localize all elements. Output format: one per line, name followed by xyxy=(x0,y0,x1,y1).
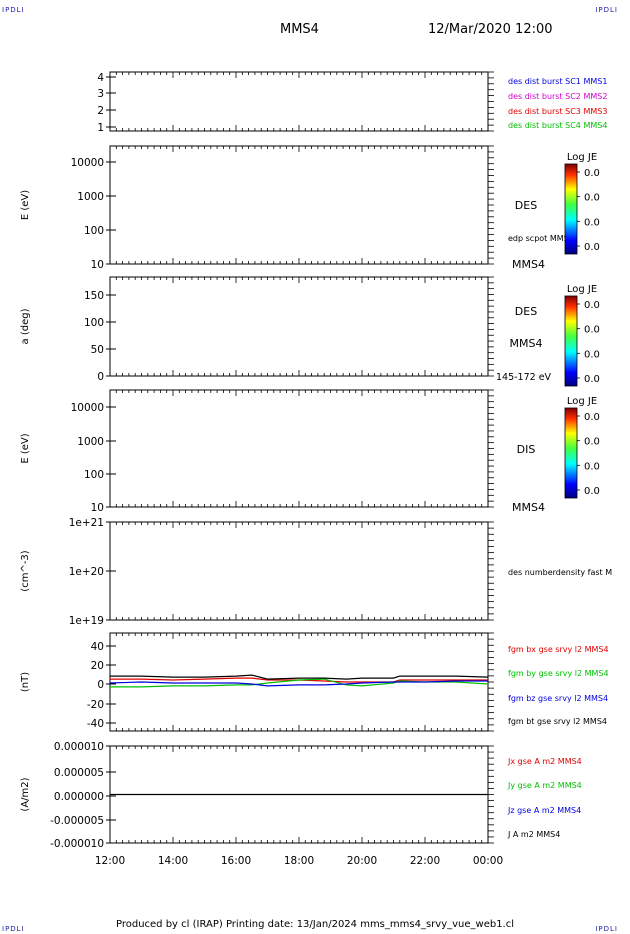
panel-dis_energy-y-tick-label: 10 xyxy=(91,502,104,514)
panel-des_energy-y-tick-label: 100 xyxy=(84,225,104,237)
panel-des_energy-colorbar-tick-label: 0.0 xyxy=(584,217,600,228)
panel-des_pitch-colorbar xyxy=(564,295,578,387)
panel-dis_energy-colorbar-tick-label: 0.0 xyxy=(584,461,600,472)
panel-dis_energy-side-title: DIS xyxy=(517,443,536,456)
panel-dis_energy-y-tick-label: 1000 xyxy=(77,436,104,448)
panel-burst-y-tick-label: 3 xyxy=(97,88,104,100)
panel-des_pitch-y-tick-label: 0 xyxy=(97,371,104,383)
panel-des_energy-bottom-label: MMS4 xyxy=(512,258,545,271)
panel-des_pitch-bottom-label: 145-172 eV xyxy=(496,372,552,383)
panel-des_energy-frame xyxy=(109,145,489,265)
panel-density-y-tick-label: 1e+19 xyxy=(69,615,104,627)
panel-fgm-y-tick-label: -40 xyxy=(87,718,104,730)
panel-dis_energy-frame xyxy=(109,389,489,508)
panel-fgm-y-tick-label: 20 xyxy=(91,660,104,672)
panel-dis_energy-colorbar-tick-label: 0.0 xyxy=(584,412,600,423)
panel-des_energy-colorbar-tick-label: 0.0 xyxy=(584,168,600,179)
panel-des_energy-y-axis-label: E (eV) xyxy=(20,190,31,220)
panel-fgm-legend-label: fgm bt gse srvy l2 MMS4 xyxy=(508,717,607,726)
panel-current-y-tick-label: 0.000005 xyxy=(54,767,104,779)
panel-current-legend-label: J A m2 MMS4 xyxy=(507,830,560,839)
panel-fgm-legend-label: fgm by gse srvy l2 MMS4 xyxy=(508,669,609,678)
x-tick-label: 16:00 xyxy=(221,855,251,867)
panel-burst-y-tick-label: 4 xyxy=(97,72,104,84)
x-tick-label: 14:00 xyxy=(158,855,188,867)
x-tick-label: 00:00 xyxy=(473,855,503,867)
panel-des_pitch-frame xyxy=(109,276,489,377)
watermark-top-right: IPDLI xyxy=(595,6,618,14)
panel-dis_energy-y-axis-label: E (eV) xyxy=(20,433,31,463)
panel-burst-frame xyxy=(109,71,489,132)
panel-fgm-y-axis-label: (nT) xyxy=(20,672,31,692)
panel-des_energy-colorbar-tick-label: 0.0 xyxy=(584,193,600,204)
panel-des_pitch-y-axis-label: a (deg) xyxy=(20,308,31,344)
watermark-bottom-left: IPDLI xyxy=(2,925,25,933)
watermark-top-left: IPDLI xyxy=(2,6,25,14)
panel-fgm-series-line xyxy=(110,677,488,683)
panel-dis_energy-colorbar-tick-label: 0.0 xyxy=(584,437,600,448)
panel-fgm-y-tick-label: 40 xyxy=(91,641,104,653)
x-tick-label: 18:00 xyxy=(284,855,314,867)
panel-des_energy-colorbar-tick-label: 0.0 xyxy=(584,242,600,253)
panel-dis_energy-y-tick-label: 10000 xyxy=(71,402,104,414)
panel-des_pitch-y-tick-label: 150 xyxy=(84,290,104,302)
panel-current-legend-label: Jx gse A m2 MMS4 xyxy=(507,757,582,766)
panel-density-y-tick-label: 1e+21 xyxy=(69,517,104,529)
panel-density-y-tick-label: 1e+20 xyxy=(69,566,104,578)
panel-current-y-tick-label: -0.000005 xyxy=(50,815,104,827)
panel-des_energy-y-tick-label: 10000 xyxy=(71,157,104,169)
panel-current-y-tick-label: 0.000010 xyxy=(54,741,104,753)
panel-burst-legend-label: des dist burst SC2 MMS2 xyxy=(508,92,607,101)
x-tick-label: 22:00 xyxy=(410,855,440,867)
panel-burst-y-tick-label: 1 xyxy=(97,122,104,134)
panel-des_energy-colorbar xyxy=(564,163,578,255)
datetime-title: 12/Mar/2020 12:00 xyxy=(428,22,553,37)
panel-des_pitch-colorbar-tick-label: 0.0 xyxy=(584,349,600,360)
panel-des_pitch-colorbar-tick-label: 0.0 xyxy=(584,374,600,385)
panel-des_pitch-colorbar-title: Log JE xyxy=(567,284,597,295)
footer-credit: Produced by cl (IRAP) Printing date: 13/… xyxy=(115,919,515,930)
panel-fgm-legend-label: fgm bx gse srvy l2 MMS4 xyxy=(508,645,609,654)
panel-density-legend-label: des numberdensity fast M xyxy=(508,568,612,577)
panel-density-frame xyxy=(109,521,489,621)
panel-des_pitch-side-subtitle: MMS4 xyxy=(510,337,543,350)
spacecraft-title: MMS4 xyxy=(280,22,319,37)
panel-fgm-y-tick-label: -20 xyxy=(87,699,104,711)
watermark-bottom-right: IPDLI xyxy=(595,925,618,933)
panel-fgm-legend-label: fgm bz gse srvy l2 MMS4 xyxy=(508,694,608,703)
panel-dis_energy-colorbar-title: Log JE xyxy=(567,396,597,407)
panel-density-y-axis-label: (cm^-3) xyxy=(20,550,31,591)
panel-des_energy-colorbar-title: Log JE xyxy=(567,152,597,163)
panel-current-legend-label: Jz gse A m2 MMS4 xyxy=(507,806,581,815)
panel-burst-y-tick-label: 2 xyxy=(97,105,104,117)
x-tick-label: 20:00 xyxy=(347,855,377,867)
panel-burst-legend-label: des dist burst SC3 MMS3 xyxy=(508,107,607,116)
panel-dis_energy-bottom-label: MMS4 xyxy=(512,501,545,514)
panel-current-y-axis-label: (A/m2) xyxy=(20,777,31,811)
panel-current-y-tick-label: 0.000000 xyxy=(54,791,104,803)
panel-fgm-y-tick-label: 0 xyxy=(97,679,104,691)
panel-des_energy-side-title: DES xyxy=(515,199,537,212)
panel-des_pitch-y-tick-label: 50 xyxy=(91,344,104,356)
panel-fgm-series-line xyxy=(109,680,488,687)
panel-burst-legend-label: des dist burst SC1 MMS1 xyxy=(508,77,607,86)
panel-current-legend-label: Jy gse A m2 MMS4 xyxy=(507,781,582,790)
panel-dis_energy-colorbar xyxy=(564,407,578,499)
panel-des_pitch-colorbar-tick-label: 0.0 xyxy=(584,325,600,336)
panel-dis_energy-y-tick-label: 100 xyxy=(84,469,104,481)
panel-des_pitch-y-tick-label: 100 xyxy=(84,317,104,329)
panel-des_energy-y-tick-label: 10 xyxy=(91,259,104,271)
panel-des_pitch-side-title: DES xyxy=(515,305,537,318)
panel-des_energy-side-label: edp scpot MMS4 xyxy=(508,234,574,243)
panel-des_pitch-colorbar-tick-label: 0.0 xyxy=(584,300,600,311)
panel-current-y-tick-label: -0.000010 xyxy=(50,838,104,850)
x-tick-label: 12:00 xyxy=(95,855,125,867)
panel-fgm-series-line xyxy=(110,674,489,680)
panel-des_energy-y-tick-label: 1000 xyxy=(77,191,104,203)
panel-burst-legend-label: des dist burst SC4 MMS4 xyxy=(508,121,607,130)
panel-dis_energy-colorbar-tick-label: 0.0 xyxy=(584,486,600,497)
